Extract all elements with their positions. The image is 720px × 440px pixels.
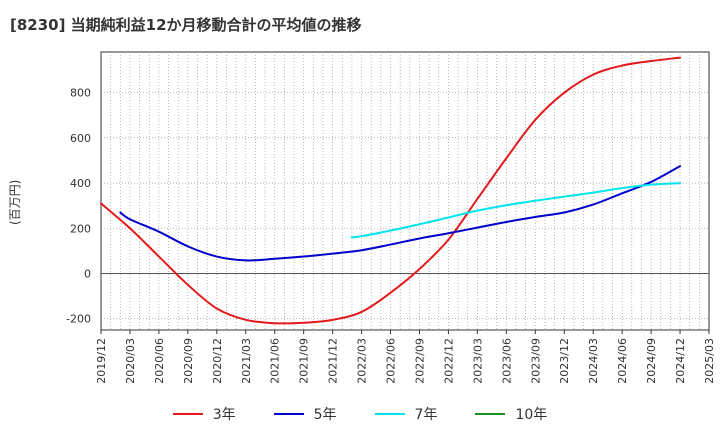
x-tick-label: 2025/03 [703, 338, 716, 384]
x-tick-label: 2019/12 [95, 338, 108, 384]
y-tick-label: 0 [84, 267, 91, 280]
legend-swatch-7y [374, 413, 405, 415]
legend-item-7y[interactable]: 7年 [374, 404, 438, 424]
series-line-1 [119, 165, 682, 262]
chart-title: [8230] 当期純利益12か月移動合計の平均値の推移 [10, 16, 362, 34]
x-tick-label: 2024/09 [645, 338, 658, 384]
legend-swatch-10y [475, 413, 506, 415]
x-tick-label: 2023/12 [558, 338, 571, 384]
x-tick-label: 2021/12 [327, 338, 340, 384]
legend-label-10y: 10年 [515, 407, 548, 423]
x-tick-label: 2023/06 [500, 338, 513, 384]
y-tick-label: -200 [66, 313, 91, 326]
y-tick-label: 800 [70, 87, 91, 100]
x-tick-label: 2023/09 [529, 338, 542, 384]
legend-item-10y[interactable]: 10年 [475, 404, 547, 424]
x-tick-label: 2022/03 [356, 338, 369, 384]
x-tick-label: 2021/09 [298, 338, 311, 384]
x-tick-label: 2021/06 [269, 338, 282, 384]
legend-label-7y: 7年 [414, 407, 438, 423]
x-tick-label: 2024/03 [587, 338, 600, 384]
legend-swatch-3y [172, 413, 203, 415]
legend: 3年 5年 7年 10年 [0, 404, 720, 424]
x-tick-label: 2021/03 [240, 338, 253, 384]
x-tick-label: 2020/06 [153, 338, 166, 384]
y-tick-label: 400 [70, 177, 91, 190]
x-tick-label: 2020/12 [211, 338, 224, 384]
x-tick-label: 2022/09 [413, 338, 426, 384]
legend-swatch-5y [273, 413, 304, 415]
legend-item-3y[interactable]: 3年 [172, 404, 236, 424]
x-tick-label: 2024/12 [674, 338, 687, 384]
legend-label-3y: 3年 [212, 407, 236, 423]
x-tick-label: 2020/09 [182, 338, 195, 384]
y-tick-label: 200 [70, 222, 91, 235]
x-tick-label: 2023/03 [471, 338, 484, 384]
legend-label-5y: 5年 [313, 407, 337, 423]
x-tick-label: 2020/03 [124, 338, 137, 384]
y-tick-label: 600 [70, 132, 91, 145]
series-line-2 [350, 182, 682, 239]
legend-item-5y[interactable]: 5年 [273, 404, 337, 424]
series-line-0 [100, 56, 682, 325]
x-tick-label: 2022/06 [385, 338, 398, 384]
x-tick-label: 2022/12 [442, 338, 455, 384]
x-tick-label: 2024/06 [616, 338, 629, 384]
